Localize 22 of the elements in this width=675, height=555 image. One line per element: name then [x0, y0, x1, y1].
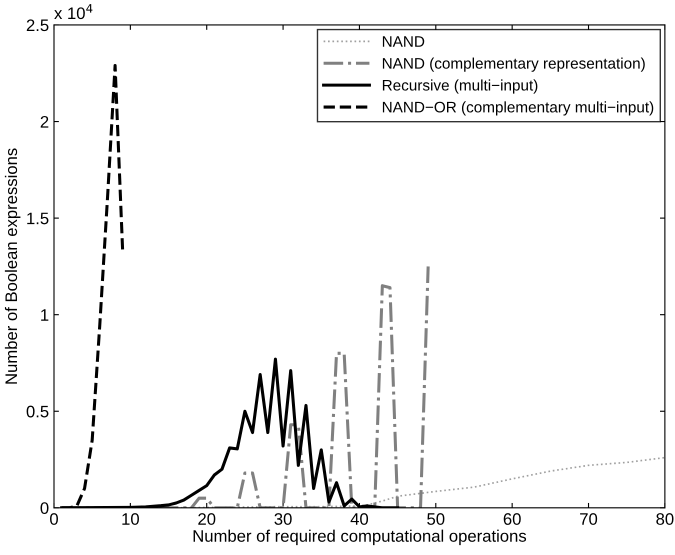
x-tick-label: 30: [274, 513, 292, 525]
x-tick-label: 60: [504, 513, 521, 525]
x-tick-label: 10: [122, 513, 139, 525]
legend-label: NAND: [382, 36, 424, 47]
legend-label: Recursive (multi−input): [382, 79, 538, 94]
x-tick-label: 0: [50, 513, 58, 525]
x-axis-title: Number of required computational operations: [194, 530, 526, 546]
y-tick-label: 2: [40, 116, 48, 128]
x-tick-label: 70: [580, 513, 598, 525]
y-tick-label: 1: [41, 309, 48, 321]
x-tick-label: 40: [350, 513, 368, 525]
y-tick-label: 0: [40, 502, 48, 514]
text: x 10$^{4}$: [54, 4, 92, 20]
y-tick-label: 0.5: [26, 406, 48, 418]
legend-label: NAND (complementary representation): [382, 58, 645, 72]
y-tick-label: 1.5: [27, 212, 48, 224]
legend-label: NAND−OR (complementary multi−input): [382, 101, 654, 116]
x-tick-label: 80: [656, 513, 674, 525]
y-axis-title: Number of Boolean expressions: [4, 148, 20, 384]
y-tick-label: 2.5: [26, 19, 48, 32]
x-tick-label: 20: [198, 513, 216, 525]
x-tick-label: 50: [427, 513, 444, 525]
